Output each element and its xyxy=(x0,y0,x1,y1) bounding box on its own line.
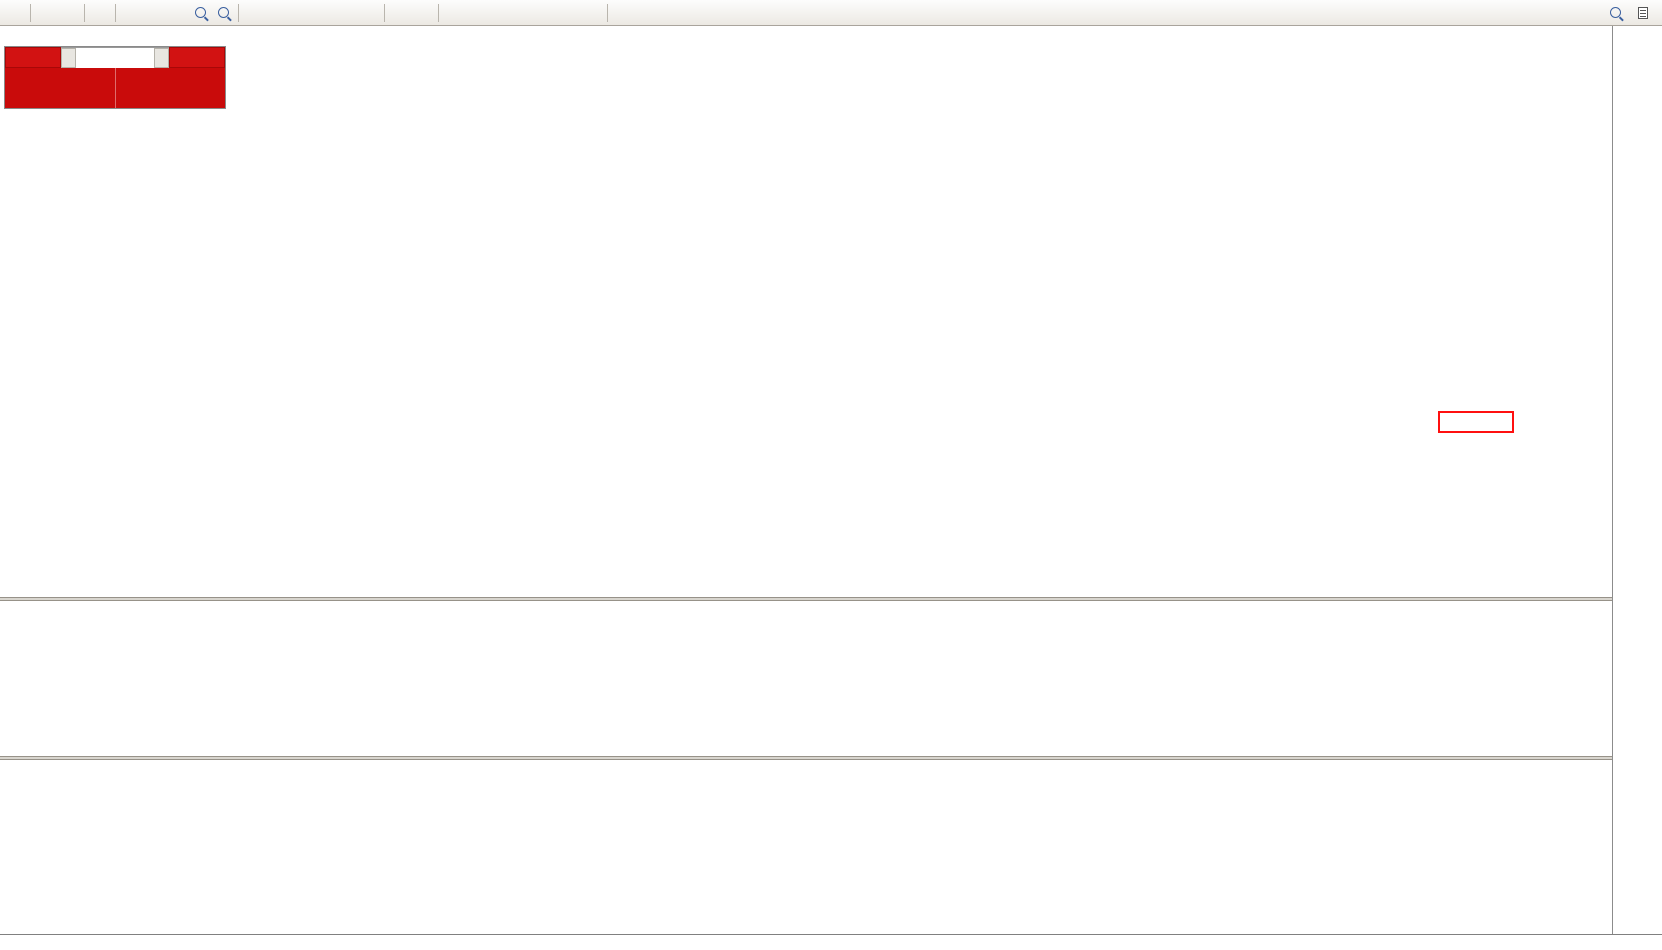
buy-price[interactable] xyxy=(114,68,226,108)
zoom-out-icon xyxy=(217,7,229,18)
volume-decrease-button[interactable] xyxy=(61,48,76,68)
new-chart-button[interactable] xyxy=(312,2,334,24)
volume-increase-button[interactable] xyxy=(154,48,169,68)
panel-divider[interactable] xyxy=(0,597,1662,601)
toolbar-separator xyxy=(384,3,385,22)
toolbar-separator xyxy=(30,3,31,22)
sell-price[interactable] xyxy=(5,68,115,108)
cascade-windows-button[interactable] xyxy=(266,2,288,24)
panel-divider[interactable] xyxy=(0,756,1662,760)
text-tool-button[interactable] xyxy=(558,2,580,24)
toolbar-separator xyxy=(115,3,116,22)
line-chart-button[interactable] xyxy=(166,2,188,24)
one-click-trading-panel xyxy=(4,46,226,109)
rsi-indicator-label xyxy=(8,762,13,774)
chart-cycle-button[interactable] xyxy=(335,2,357,24)
highlight-price-callout[interactable] xyxy=(1438,411,1514,433)
search-button[interactable] xyxy=(1604,2,1626,24)
search-icon xyxy=(1609,7,1621,18)
metaeditor-button[interactable] xyxy=(35,2,57,24)
toolbar-separator xyxy=(438,3,439,22)
channel-button[interactable] xyxy=(512,2,534,24)
new-order-button[interactable] xyxy=(4,2,26,24)
buy-button[interactable] xyxy=(169,47,225,68)
zoom-out-button[interactable] xyxy=(212,2,234,24)
autotrading-button[interactable] xyxy=(89,2,111,24)
document-icon xyxy=(1638,6,1648,19)
arrange-windows-button[interactable] xyxy=(289,2,311,24)
volume-input[interactable] xyxy=(76,48,154,68)
macd-indicator-label xyxy=(8,603,18,615)
crosshair-button[interactable] xyxy=(412,2,434,24)
toolbar-separator xyxy=(84,3,85,22)
horizontal-line-button[interactable] xyxy=(466,2,488,24)
main-toolbar xyxy=(0,0,1662,26)
community-button[interactable] xyxy=(58,2,80,24)
vertical-line-button[interactable] xyxy=(443,2,465,24)
trendline-button[interactable] xyxy=(489,2,511,24)
toolbar-right-group xyxy=(1604,2,1658,24)
time-axis[interactable] xyxy=(0,934,1662,950)
candlestick-button[interactable] xyxy=(143,2,165,24)
tile-windows-button[interactable] xyxy=(243,2,265,24)
toolbar-separator xyxy=(238,3,239,22)
toolbar-separator xyxy=(607,3,608,22)
arrows-tool-button[interactable] xyxy=(581,2,603,24)
bar-chart-button[interactable] xyxy=(120,2,142,24)
indicators-button[interactable] xyxy=(358,2,380,24)
new-document-button[interactable] xyxy=(1632,2,1654,24)
sell-button[interactable] xyxy=(5,47,61,68)
cursor-button[interactable] xyxy=(389,2,411,24)
volume-control xyxy=(61,47,169,68)
price-scale-column xyxy=(1612,26,1662,934)
fibonacci-button[interactable] xyxy=(535,2,557,24)
zoom-in-icon xyxy=(194,7,206,18)
zoom-in-button[interactable] xyxy=(189,2,211,24)
